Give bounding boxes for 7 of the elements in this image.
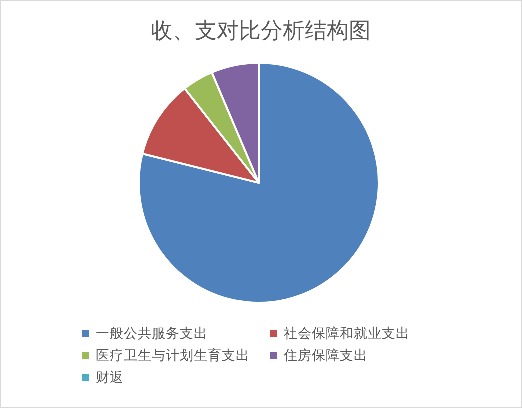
legend-label: 一般公共服务支出 — [96, 326, 208, 342]
pie-slice — [138, 62, 380, 304]
legend-label: 住房保障支出 — [283, 348, 368, 364]
legend-label: 财返 — [96, 370, 124, 386]
chart-title: 收、支对比分析结构图 — [151, 19, 371, 44]
legend-label: 医疗卫生与计划生育支出 — [96, 347, 250, 364]
legend-label: 社会保障和就业支出 — [284, 326, 410, 342]
